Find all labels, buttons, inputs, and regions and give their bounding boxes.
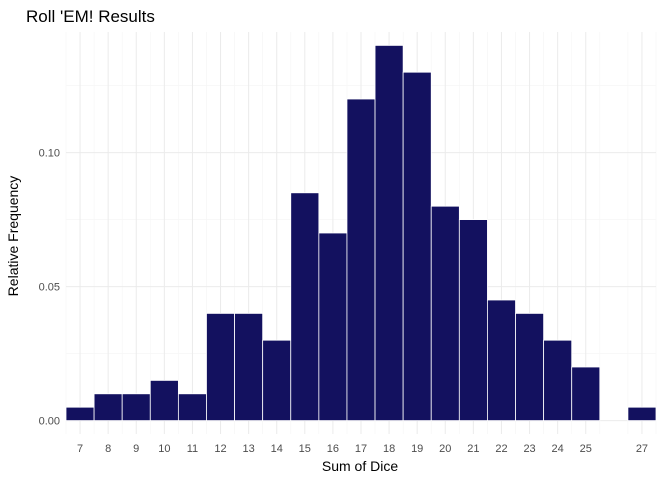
x-tick-label: 8 — [105, 443, 111, 455]
x-tick-label: 17 — [355, 443, 367, 455]
x-axis-title: Sum of Dice — [322, 458, 398, 474]
bar-14 — [262, 339, 292, 422]
bar-24 — [543, 339, 573, 422]
x-tick-label: 11 — [187, 443, 198, 455]
bar-8 — [93, 393, 123, 421]
bar-27 — [627, 406, 657, 422]
x-tick-label: 14 — [271, 443, 283, 455]
x-tick-label: 22 — [495, 443, 507, 455]
bar-10 — [149, 379, 179, 421]
y-axis-title: Relative Frequency — [5, 176, 21, 297]
bar-21 — [458, 219, 488, 422]
x-tick-label: 10 — [158, 443, 170, 455]
bar-15 — [290, 192, 320, 422]
x-tick-label: 9 — [133, 443, 139, 455]
bar-9 — [121, 393, 151, 421]
y-tick-label: 0.00 — [39, 416, 60, 428]
x-tick-label: 24 — [552, 443, 564, 455]
bar-16 — [318, 232, 348, 422]
bar-19 — [402, 71, 432, 421]
bar-12 — [206, 312, 235, 421]
x-tick-label: 15 — [299, 443, 311, 455]
x-tick-label: 16 — [327, 443, 339, 455]
x-axis-ticks: 7 8 9 10 11 12 13 14 15 16 17 18 19 20 21 22 23 24 25 27 — [77, 443, 648, 455]
bar-22 — [487, 299, 516, 421]
bars — [65, 45, 657, 422]
bar-25 — [571, 366, 601, 421]
x-tick-label: 27 — [636, 443, 648, 455]
x-tick-label: 20 — [439, 443, 451, 455]
x-tick-label: 7 — [77, 443, 83, 455]
bar-11 — [177, 393, 207, 421]
bar-13 — [234, 312, 264, 421]
y-tick-label: 0.05 — [39, 282, 60, 294]
bar-18 — [374, 45, 404, 422]
x-tick-label: 12 — [214, 443, 226, 455]
y-axis-ticks: 0.00 0.05 0.10 — [39, 148, 60, 428]
bar-23 — [515, 312, 545, 421]
chart-title: Roll 'EM! Results — [26, 7, 155, 26]
bar-7 — [65, 406, 95, 422]
y-tick-label: 0.10 — [39, 148, 60, 160]
x-tick-label: 13 — [242, 443, 254, 455]
x-tick-label: 25 — [580, 443, 592, 455]
x-tick-label: 19 — [411, 443, 423, 455]
bar-17 — [346, 98, 376, 422]
bar-20 — [430, 205, 460, 421]
x-tick-label: 21 — [467, 443, 479, 455]
x-tick-label: 18 — [383, 443, 395, 455]
x-tick-label: 23 — [523, 443, 535, 455]
